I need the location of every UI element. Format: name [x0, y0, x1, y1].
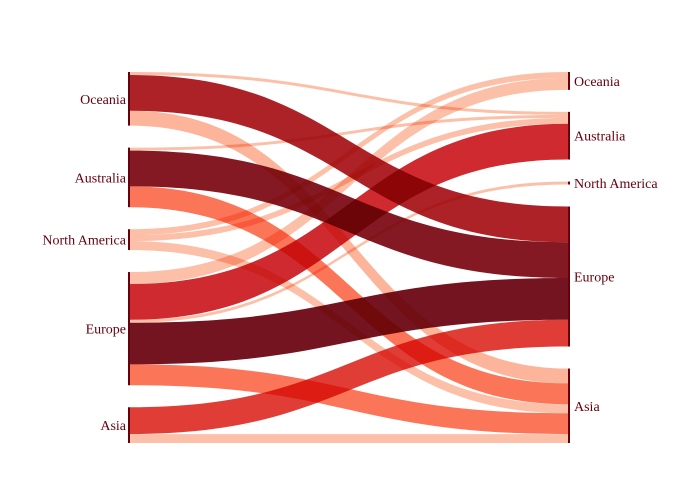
left-node-asia[interactable] [128, 407, 130, 443]
right-node-europe[interactable] [568, 206, 570, 347]
left-node-label-europe: Europe [86, 323, 126, 338]
label-layer: Oceania Australia North America Europe Asia O… [42, 75, 658, 434]
right-node-label-australia: Australia [574, 130, 626, 145]
left-node-australia[interactable] [128, 147, 130, 208]
flow-australia-to-australia[interactable] [130, 114, 568, 151]
flow-europe-to-europe[interactable] [130, 278, 568, 365]
left-node-europe[interactable] [128, 272, 130, 386]
left-node-north-america[interactable] [128, 229, 130, 251]
left-node-label-australia: Australia [75, 171, 127, 186]
flow-oceania-to-europe[interactable] [130, 74, 568, 243]
left-node-label-oceania: Oceania [80, 93, 127, 108]
right-node-north-america[interactable] [568, 181, 570, 185]
right-node-label-north-america: North America [574, 177, 658, 192]
right-node-label-asia: Asia [574, 400, 600, 415]
right-node-label-oceania: Oceania [574, 75, 621, 90]
flow-asia-to-asia[interactable] [130, 434, 568, 443]
flow-australia-to-asia[interactable] [130, 186, 568, 405]
left-node-label-north-america: North America [42, 234, 126, 249]
right-node-australia[interactable] [568, 111, 570, 160]
flow-oceania-to-asia[interactable] [130, 110, 568, 384]
flow-north-america-to-oceania[interactable] [130, 72, 568, 236]
left-node-oceania[interactable] [128, 72, 130, 126]
flow-oceania-to-australia[interactable] [130, 72, 568, 115]
right-node-label-europe: Europe [574, 271, 614, 286]
flow-europe-to-oceania[interactable] [130, 77, 568, 284]
flow-europe-to-australia[interactable] [130, 123, 568, 320]
flow-asia-to-europe[interactable] [130, 319, 568, 435]
flow-europe-to-north-america[interactable] [130, 181, 568, 323]
right-node-oceania[interactable] [568, 72, 570, 90]
left-node-label-asia: Asia [100, 419, 126, 434]
right-node-asia[interactable] [568, 368, 570, 443]
node-layer [128, 72, 570, 443]
flow-layer [130, 72, 568, 443]
flow-europe-to-asia[interactable] [130, 364, 568, 435]
